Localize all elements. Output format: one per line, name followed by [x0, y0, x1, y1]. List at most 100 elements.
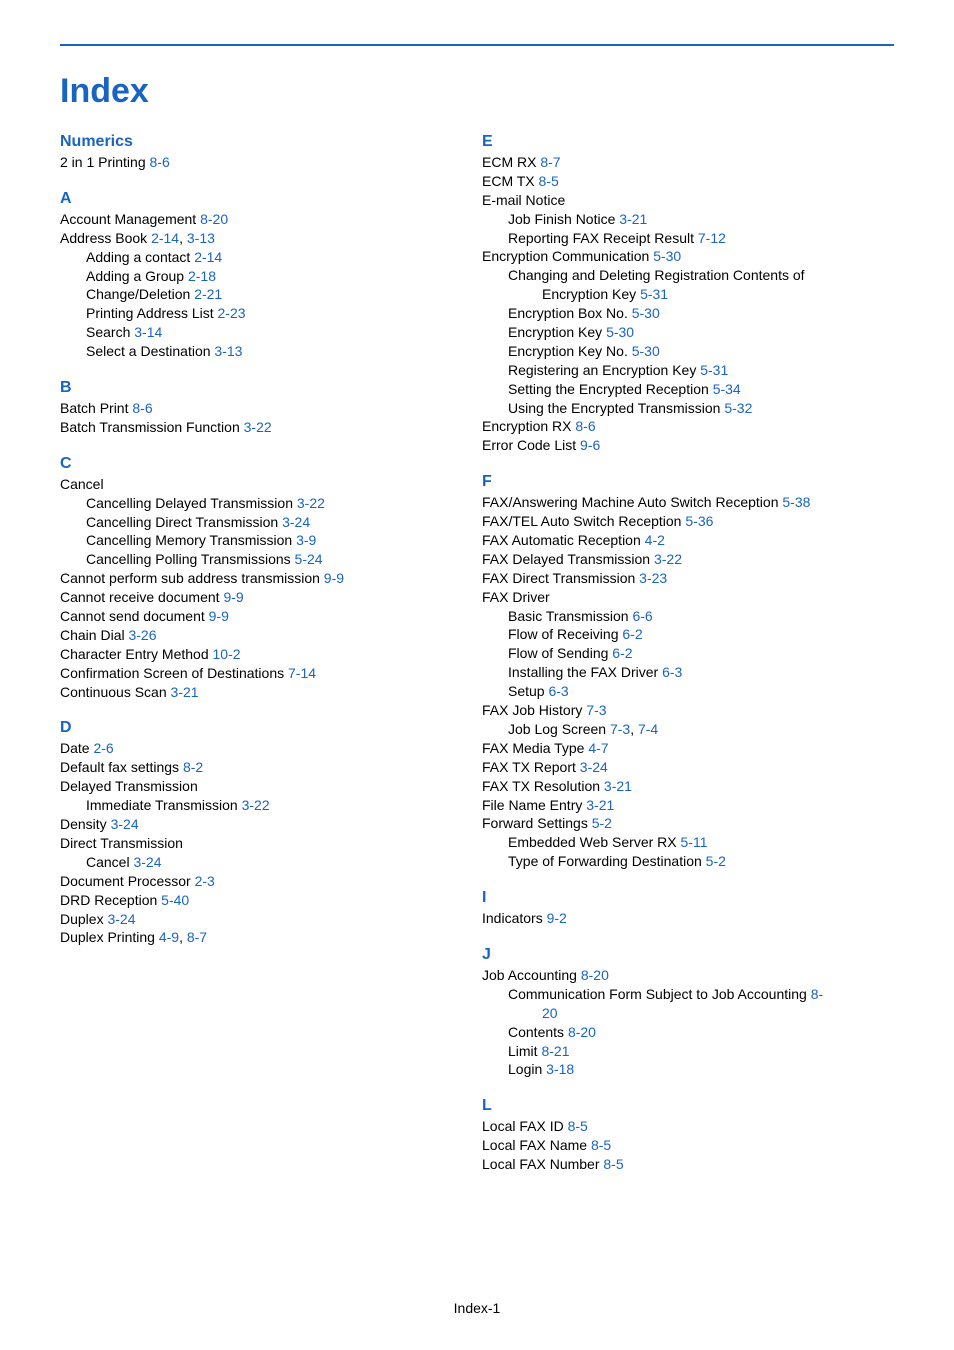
- page-ref[interactable]: 8-7: [187, 929, 207, 945]
- entry-text: FAX TX Resolution: [482, 778, 600, 794]
- page-ref[interactable]: 6-2: [612, 645, 632, 661]
- page-ref[interactable]: 3-21: [604, 778, 632, 794]
- page-ref[interactable]: 6-3: [548, 683, 568, 699]
- page-ref[interactable]: 8-20: [581, 967, 609, 983]
- page-ref[interactable]: 5-30: [632, 305, 660, 321]
- page-ref[interactable]: 3-24: [580, 759, 608, 775]
- page-ref[interactable]: 2-14: [194, 249, 222, 265]
- page-ref[interactable]: 3-24: [133, 854, 161, 870]
- page-ref[interactable]: 8-5: [591, 1137, 611, 1153]
- page-ref[interactable]: 8-5: [603, 1156, 623, 1172]
- entry-ecm-rx: ECM RX 8-7: [482, 153, 894, 172]
- page-ref[interactable]: 5-31: [640, 286, 668, 302]
- page-ref[interactable]: 3-24: [107, 911, 135, 927]
- page-ref[interactable]: 7-3: [610, 721, 630, 737]
- page-ref[interactable]: 9-2: [547, 910, 567, 926]
- page-ref[interactable]: 3-21: [586, 797, 614, 813]
- page-ref[interactable]: 5-30: [632, 343, 660, 359]
- page-ref[interactable]: 2-14: [151, 230, 179, 246]
- page-ref[interactable]: 20: [542, 1005, 558, 1021]
- page-ref[interactable]: 9-6: [580, 437, 600, 453]
- subentry-cancel-direct: Cancelling Direct Transmission 3-24: [60, 513, 472, 532]
- page-ref[interactable]: 2-18: [188, 268, 216, 284]
- page-ref[interactable]: 2-3: [195, 873, 215, 889]
- page-ref[interactable]: 5-30: [606, 324, 634, 340]
- page-ref[interactable]: 5-36: [685, 513, 713, 529]
- entry-text: Default fax settings: [60, 759, 179, 775]
- page-ref[interactable]: 5-34: [713, 381, 741, 397]
- page-ref[interactable]: 3-23: [639, 570, 667, 586]
- page-ref[interactable]: 3-13: [187, 230, 215, 246]
- page-ref[interactable]: 2-6: [93, 740, 113, 756]
- page-ref[interactable]: 9-9: [223, 589, 243, 605]
- page-ref[interactable]: 3-21: [171, 684, 199, 700]
- page-ref[interactable]: 8-20: [568, 1024, 596, 1040]
- page-ref[interactable]: 9-9: [324, 570, 344, 586]
- left-column: Numerics 2 in 1 Printing 8-6 A Account M…: [60, 133, 472, 1192]
- page-ref[interactable]: 3-22: [244, 419, 272, 435]
- page-ref[interactable]: 3-24: [111, 816, 139, 832]
- page-ref[interactable]: 3-22: [297, 495, 325, 511]
- page-ref[interactable]: 7-4: [638, 721, 658, 737]
- page-ref[interactable]: 3-21: [619, 211, 647, 227]
- entry-fax-tx-report: FAX TX Report 3-24: [482, 758, 894, 777]
- heading-j: J: [482, 946, 894, 964]
- subentry-comm-form-cont: 20: [482, 1004, 894, 1023]
- page-ref[interactable]: 3-24: [282, 514, 310, 530]
- page-ref[interactable]: 5-38: [782, 494, 810, 510]
- page-ref[interactable]: 8-: [811, 986, 823, 1002]
- page-ref[interactable]: 8-20: [200, 211, 228, 227]
- page-ref[interactable]: 7-3: [586, 702, 606, 718]
- page-ref[interactable]: 2-23: [218, 305, 246, 321]
- page-ref[interactable]: 6-3: [662, 664, 682, 680]
- entry-text: Encryption Communication: [482, 248, 649, 264]
- entry-doc-processor: Document Processor 2-3: [60, 872, 472, 891]
- page-ref[interactable]: 5-2: [592, 815, 612, 831]
- page-ref[interactable]: 8-5: [539, 173, 559, 189]
- page-ref[interactable]: 5-31: [700, 362, 728, 378]
- entry-text: File Name Entry: [482, 797, 582, 813]
- page-ref[interactable]: 9-9: [209, 608, 229, 624]
- page-ref[interactable]: 3-26: [128, 627, 156, 643]
- page-ref[interactable]: 4-7: [588, 740, 608, 756]
- entry-chain-dial: Chain Dial 3-26: [60, 626, 472, 645]
- page-ref[interactable]: 5-30: [653, 248, 681, 264]
- entry-fax-tel-auto: FAX/TEL Auto Switch Reception 5-36: [482, 512, 894, 531]
- page-ref[interactable]: 3-9: [296, 532, 316, 548]
- subentry-limit: Limit 8-21: [482, 1042, 894, 1061]
- page-ref[interactable]: 8-7: [540, 154, 560, 170]
- page-ref[interactable]: 3-22: [242, 797, 270, 813]
- entry-text: Character Entry Method: [60, 646, 209, 662]
- page-ref[interactable]: 8-6: [132, 400, 152, 416]
- page-ref[interactable]: 4-9: [159, 929, 179, 945]
- heading-f: F: [482, 473, 894, 491]
- page-ref[interactable]: 5-2: [706, 853, 726, 869]
- page-ref[interactable]: 3-13: [214, 343, 242, 359]
- entry-local-fax-id: Local FAX ID 8-5: [482, 1117, 894, 1136]
- page-ref[interactable]: 4-2: [645, 532, 665, 548]
- heading-c: C: [60, 455, 472, 473]
- page-ref[interactable]: 5-32: [724, 400, 752, 416]
- page-ref[interactable]: 3-18: [546, 1061, 574, 1077]
- page-ref[interactable]: 8-2: [183, 759, 203, 775]
- page-ref[interactable]: 7-12: [698, 230, 726, 246]
- section-numerics: Numerics 2 in 1 Printing 8-6: [60, 133, 472, 172]
- page-ref[interactable]: 8-6: [150, 154, 170, 170]
- page-ref[interactable]: 3-14: [134, 324, 162, 340]
- page-ref[interactable]: 5-11: [681, 834, 708, 850]
- entry-text: Encryption RX: [482, 418, 571, 434]
- subentry-printing-address-list: Printing Address List 2-23: [60, 304, 472, 323]
- page-ref[interactable]: 5-24: [295, 551, 323, 567]
- entry-text: Type of Forwarding Destination: [508, 853, 702, 869]
- page-ref[interactable]: 7-14: [288, 665, 316, 681]
- page-ref[interactable]: 6-6: [632, 608, 652, 624]
- page-ref[interactable]: 3-22: [654, 551, 682, 567]
- entry-local-fax-name: Local FAX Name 8-5: [482, 1136, 894, 1155]
- page-ref[interactable]: 6-2: [622, 626, 642, 642]
- page-ref[interactable]: 8-5: [568, 1118, 588, 1134]
- page-ref[interactable]: 5-40: [161, 892, 189, 908]
- page-ref[interactable]: 2-21: [194, 286, 222, 302]
- page-ref[interactable]: 10-2: [213, 646, 241, 662]
- page-ref[interactable]: 8-6: [575, 418, 595, 434]
- page-ref[interactable]: 8-21: [541, 1043, 569, 1059]
